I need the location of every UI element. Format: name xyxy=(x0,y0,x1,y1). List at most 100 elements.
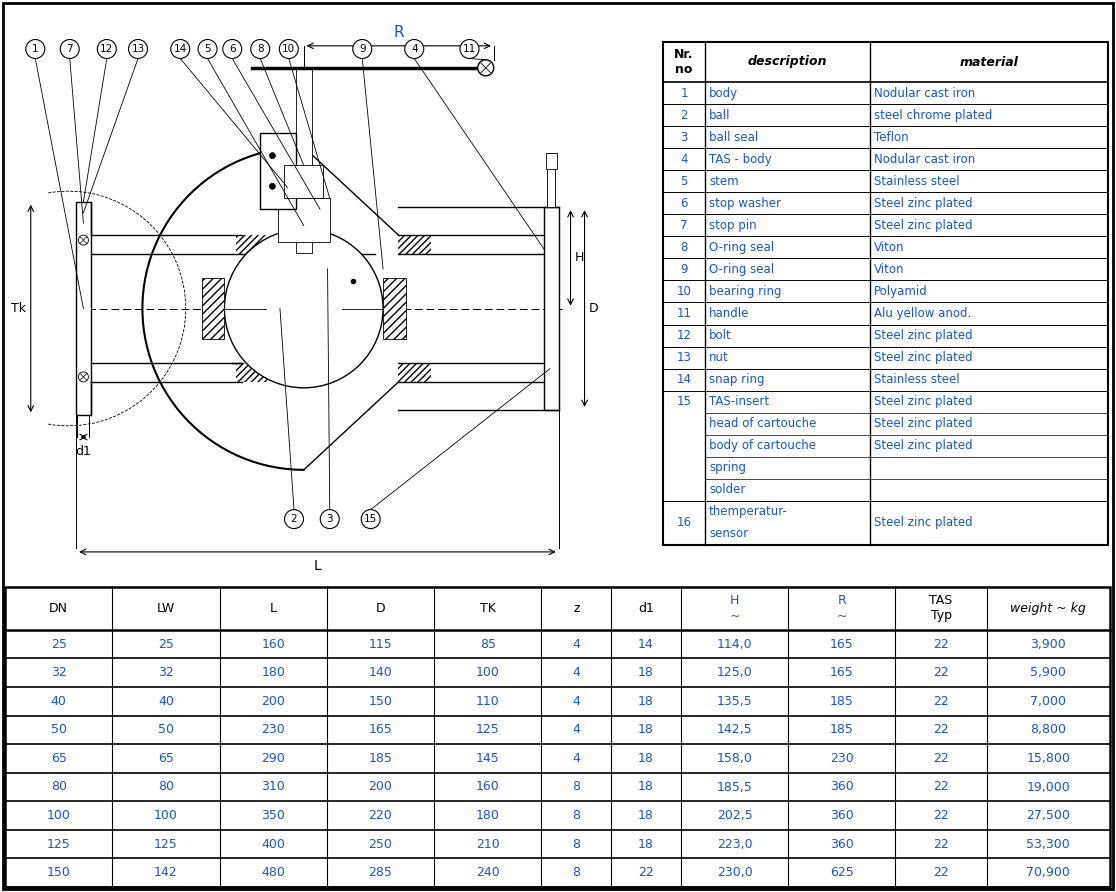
Text: 4: 4 xyxy=(681,153,687,166)
Text: Steel zinc plated: Steel zinc plated xyxy=(874,417,973,430)
Text: 18: 18 xyxy=(638,723,654,737)
Text: L: L xyxy=(314,559,321,573)
Text: 290: 290 xyxy=(261,752,285,765)
Text: H
~: H ~ xyxy=(729,594,740,623)
Bar xyxy=(285,165,324,198)
Circle shape xyxy=(269,153,276,159)
Text: 25: 25 xyxy=(158,638,174,650)
Text: sensor: sensor xyxy=(709,527,748,541)
Text: 1: 1 xyxy=(681,87,687,100)
Text: 22: 22 xyxy=(933,723,949,737)
Text: 13: 13 xyxy=(132,44,145,54)
Text: 12: 12 xyxy=(676,329,692,342)
Text: 18: 18 xyxy=(638,666,654,679)
Bar xyxy=(76,202,90,415)
Text: 100: 100 xyxy=(475,666,500,679)
Text: 3,900: 3,900 xyxy=(1030,638,1066,650)
Text: stop pin: stop pin xyxy=(709,219,757,232)
Text: 4: 4 xyxy=(573,695,580,707)
Text: nut: nut xyxy=(709,351,729,364)
Text: 240: 240 xyxy=(475,866,500,880)
Text: 2: 2 xyxy=(290,514,297,524)
Text: 1: 1 xyxy=(32,44,39,54)
Bar xyxy=(235,363,268,383)
Text: 22: 22 xyxy=(933,809,949,822)
Text: 200: 200 xyxy=(368,780,393,794)
Text: 11: 11 xyxy=(676,307,692,320)
Text: TAS - body: TAS - body xyxy=(709,153,772,166)
Text: Steel zinc plated: Steel zinc plated xyxy=(874,516,973,530)
Text: 13: 13 xyxy=(676,351,692,364)
Text: 14: 14 xyxy=(174,44,186,54)
Text: 310: 310 xyxy=(261,780,285,794)
Text: 9: 9 xyxy=(359,44,366,54)
Text: 250: 250 xyxy=(368,838,393,851)
Text: 80: 80 xyxy=(158,780,174,794)
Text: 185: 185 xyxy=(368,752,393,765)
Text: 165: 165 xyxy=(830,666,854,679)
Text: 40: 40 xyxy=(50,695,67,707)
Text: 8: 8 xyxy=(573,866,580,880)
Text: 53,300: 53,300 xyxy=(1027,838,1070,851)
Text: 230: 230 xyxy=(830,752,854,765)
Text: 185,5: 185,5 xyxy=(716,780,752,794)
Circle shape xyxy=(78,372,88,382)
Text: 165: 165 xyxy=(830,638,854,650)
Text: 202,5: 202,5 xyxy=(716,809,752,822)
Text: Steel zinc plated: Steel zinc plated xyxy=(874,395,973,409)
Bar xyxy=(545,207,558,409)
Text: 125,0: 125,0 xyxy=(716,666,752,679)
Circle shape xyxy=(78,235,88,245)
Circle shape xyxy=(478,60,493,76)
Text: 135,5: 135,5 xyxy=(716,695,752,707)
Text: 22: 22 xyxy=(933,780,949,794)
Text: 50: 50 xyxy=(50,723,67,737)
Text: 6: 6 xyxy=(681,197,687,210)
Text: 2: 2 xyxy=(681,109,687,121)
Text: 18: 18 xyxy=(638,809,654,822)
Text: solder: solder xyxy=(709,483,745,496)
Text: 4: 4 xyxy=(573,723,580,737)
Text: Viton: Viton xyxy=(874,263,904,276)
Text: 4: 4 xyxy=(573,752,580,765)
Circle shape xyxy=(460,39,479,59)
Text: L: L xyxy=(270,602,277,615)
Text: d1: d1 xyxy=(76,445,92,458)
Text: 400: 400 xyxy=(261,838,286,851)
Text: TAS
Typ: TAS Typ xyxy=(930,594,953,623)
Text: 150: 150 xyxy=(368,695,393,707)
Text: steel chrome plated: steel chrome plated xyxy=(874,109,992,121)
Text: 180: 180 xyxy=(261,666,286,679)
Text: 15,800: 15,800 xyxy=(1027,752,1070,765)
Text: Teflon: Teflon xyxy=(874,130,908,144)
Text: 8,800: 8,800 xyxy=(1030,723,1066,737)
Text: 142: 142 xyxy=(154,866,177,880)
Text: 10: 10 xyxy=(282,44,296,54)
Text: 125: 125 xyxy=(47,838,70,851)
Text: 160: 160 xyxy=(475,780,500,794)
Text: material: material xyxy=(960,55,1019,69)
Text: 100: 100 xyxy=(154,809,177,822)
Text: 14: 14 xyxy=(638,638,654,650)
Text: Steel zinc plated: Steel zinc plated xyxy=(874,329,973,342)
Text: weight ~ kg: weight ~ kg xyxy=(1010,602,1086,615)
Text: 223,0: 223,0 xyxy=(716,838,752,851)
Text: 14: 14 xyxy=(676,373,692,386)
Circle shape xyxy=(198,39,217,59)
Circle shape xyxy=(405,39,424,59)
Circle shape xyxy=(251,39,270,59)
Text: themperatur-: themperatur- xyxy=(709,506,788,518)
Text: 150: 150 xyxy=(47,866,70,880)
Text: 16: 16 xyxy=(676,516,692,530)
Text: Tk: Tk xyxy=(11,302,26,315)
Text: 8: 8 xyxy=(681,241,687,254)
Circle shape xyxy=(224,229,383,388)
Circle shape xyxy=(128,39,147,59)
Text: 70,900: 70,900 xyxy=(1027,866,1070,880)
Text: 22: 22 xyxy=(933,752,949,765)
Text: 145: 145 xyxy=(475,752,500,765)
Text: 114,0: 114,0 xyxy=(716,638,752,650)
Text: 27,500: 27,500 xyxy=(1027,809,1070,822)
Text: 65: 65 xyxy=(158,752,174,765)
Text: Stainless steel: Stainless steel xyxy=(874,175,960,187)
